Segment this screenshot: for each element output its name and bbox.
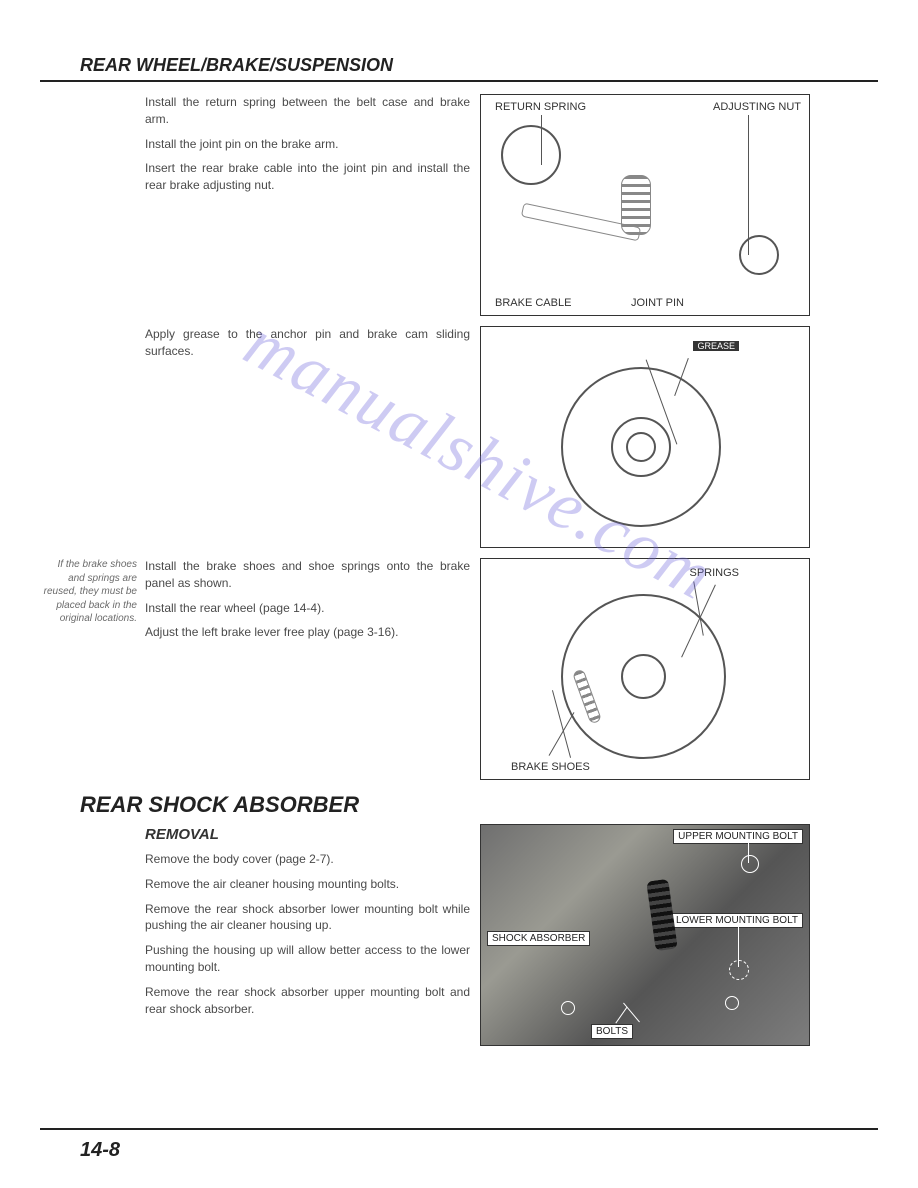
- text-line: Remove the rear shock absorber lower mou…: [145, 901, 470, 935]
- text-line: Install the rear wheel (page 14-4).: [145, 600, 470, 617]
- page-number: 14-8: [80, 1139, 120, 1162]
- text-line: Remove the air cleaner housing mounting …: [145, 876, 470, 893]
- label-upper-bolt: UPPER MOUNTING BOLT: [673, 829, 803, 844]
- label-bolts: BOLTS: [591, 1024, 633, 1039]
- label-adjusting-nut: ADJUSTING NUT: [713, 101, 801, 113]
- text-line: Remove the body cover (page 2-7).: [145, 851, 470, 868]
- text-line: Insert the rear brake cable into the joi…: [145, 160, 470, 194]
- text-line: Apply grease to the anchor pin and brake…: [145, 326, 470, 360]
- label-brake-cable: BRAKE CABLE: [495, 297, 571, 309]
- label-springs: SPRINGS: [689, 567, 739, 579]
- text-line: Install the brake shoes and shoe springs…: [145, 558, 470, 592]
- sidenote: If the brake shoes and springs are reuse…: [40, 558, 145, 626]
- instruction-block-2: Apply grease to the anchor pin and brake…: [145, 326, 480, 368]
- figure-1: RETURN SPRING ADJUSTING NUT BRAKE CABLE …: [480, 94, 810, 316]
- text-line: Install the joint pin on the brake arm.: [145, 136, 470, 153]
- label-brake-shoes: BRAKE SHOES: [511, 761, 590, 773]
- label-joint-pin: JOINT PIN: [631, 297, 684, 309]
- instruction-block-3: Install the brake shoes and shoe springs…: [145, 558, 480, 649]
- label-lower-bolt: LOWER MOUNTING BOLT: [671, 913, 803, 928]
- label-return-spring: RETURN SPRING: [495, 101, 586, 113]
- figure-3: SPRINGS BRAKE SHOES: [480, 558, 810, 780]
- text-line: Pushing the housing up will allow better…: [145, 942, 470, 976]
- figure-4-photo: UPPER MOUNTING BOLT LOWER MOUNTING BOLT …: [480, 824, 810, 1046]
- section-heading: REAR SHOCK ABSORBER: [80, 792, 878, 818]
- figure-2: GREASE: [480, 326, 810, 548]
- instruction-block-1: Install the return spring between the be…: [145, 94, 480, 202]
- label-shock-absorber: SHOCK ABSORBER: [487, 931, 590, 946]
- text-line: Adjust the left brake lever free play (p…: [145, 624, 470, 641]
- footer-rule: [40, 1128, 878, 1130]
- removal-block: REMOVAL Remove the body cover (page 2-7)…: [145, 824, 480, 1025]
- text-line: Install the return spring between the be…: [145, 94, 470, 128]
- page-header: REAR WHEEL/BRAKE/SUSPENSION: [40, 55, 878, 82]
- subheading-removal: REMOVAL: [145, 824, 470, 845]
- text-line: Remove the rear shock absorber upper mou…: [145, 984, 470, 1018]
- label-grease: GREASE: [693, 341, 739, 351]
